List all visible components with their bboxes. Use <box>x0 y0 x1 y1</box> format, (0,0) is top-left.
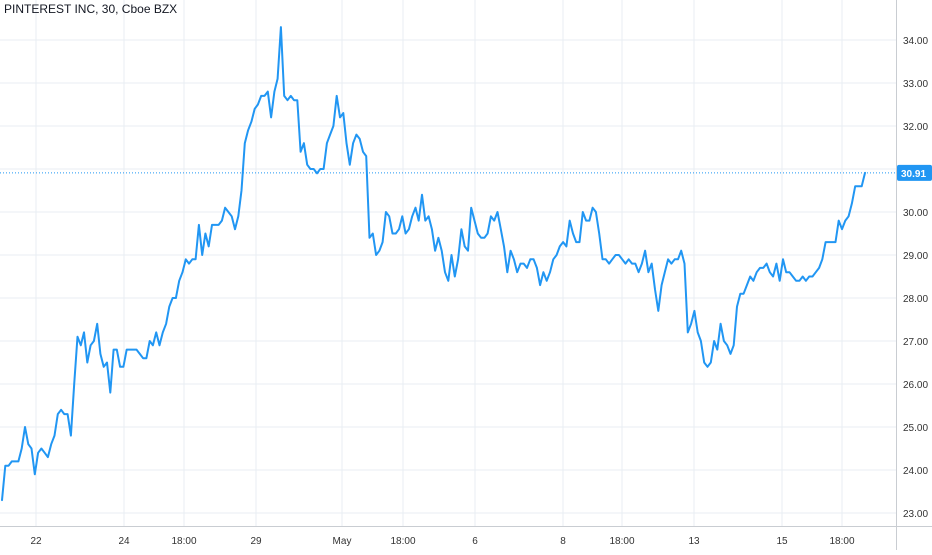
y-tick-label: 33.00 <box>903 79 928 90</box>
y-tick-label: 32.00 <box>903 122 928 133</box>
x-tick-label: May <box>333 536 352 547</box>
y-tick-label: 23.00 <box>903 509 928 520</box>
price-series-line <box>1 26 866 502</box>
last-price-badge <box>897 164 932 181</box>
y-tick-layer: 23.00 24.00 25.00 26.00 27.00 28.00 29.00 30.00… <box>903 36 928 520</box>
y-tick-label: 28.00 <box>903 294 928 305</box>
x-tick-label: 18:00 <box>609 536 634 547</box>
x-tick-layer: 22 24 18:00 29 May 18:00 6 8 18:00 13 15 18:00 <box>30 536 855 547</box>
y-tick-label: 29.00 <box>903 251 928 262</box>
y-tick-label: 25.00 <box>903 423 928 434</box>
x-tick-label: 22 <box>30 536 42 547</box>
x-tick-label: 24 <box>118 536 130 547</box>
y-tick-label: 27.00 <box>903 337 928 348</box>
y-tick-label: 26.00 <box>903 380 928 391</box>
last-price-label: 30.91 <box>901 169 926 180</box>
x-tick-label: 29 <box>250 536 262 547</box>
x-tick-label: 18:00 <box>829 536 854 547</box>
x-tick-label: 6 <box>472 536 478 547</box>
chart-title: PINTEREST INC, 30, Cboe BZX <box>4 2 178 16</box>
x-tick-label: 18:00 <box>171 536 196 547</box>
y-tick-label: 34.00 <box>903 36 928 47</box>
series-layer <box>1 26 866 502</box>
x-tick-label: 15 <box>776 536 788 547</box>
x-tick-label: 18:00 <box>390 536 415 547</box>
x-tick-label: 13 <box>688 536 700 547</box>
price-marker-layer: 30.91 <box>0 164 932 181</box>
y-tick-label: 24.00 <box>903 466 928 477</box>
x-tick-label: 8 <box>560 536 566 547</box>
y-tick-label: 30.00 <box>903 208 928 219</box>
